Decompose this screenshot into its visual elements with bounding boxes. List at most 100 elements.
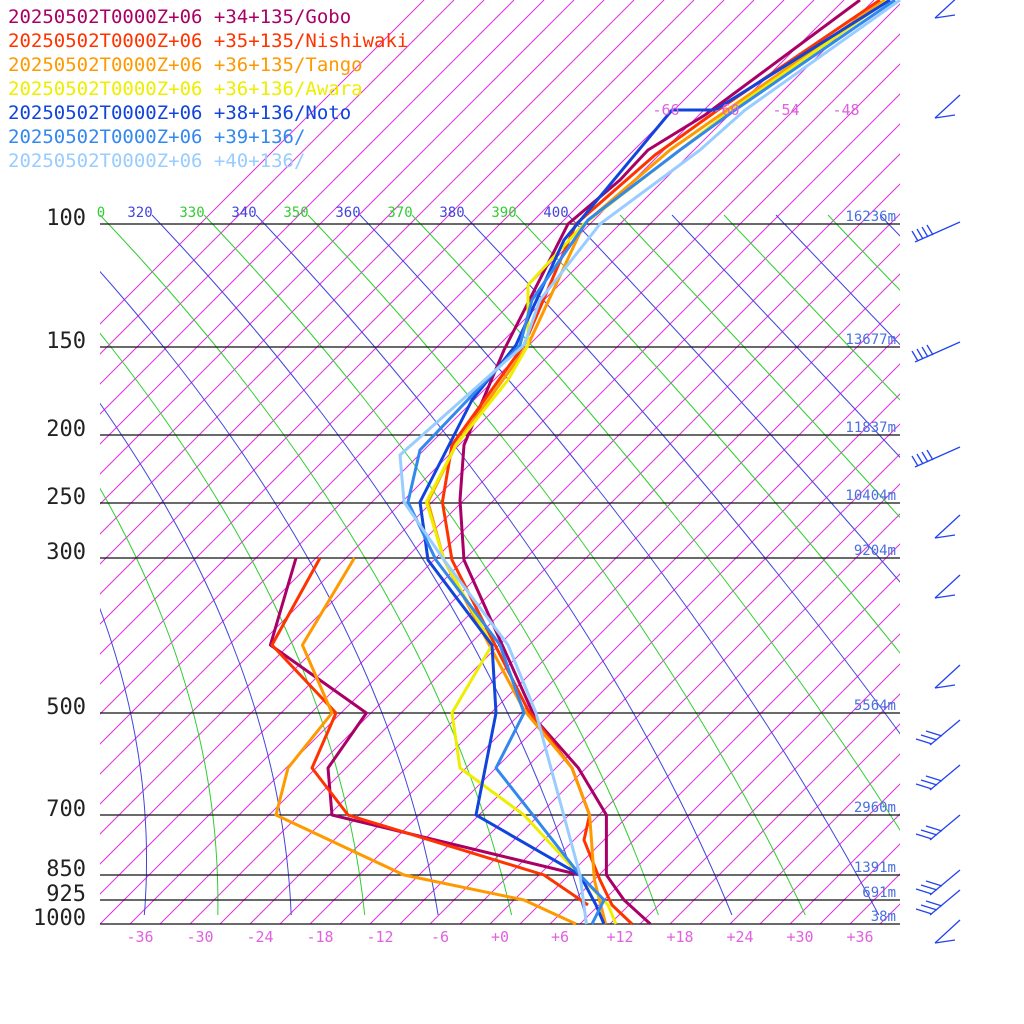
pressure-tick-label: 250: [46, 485, 86, 510]
wind-barb: [911, 341, 961, 363]
temperature-tick-label: +24: [726, 928, 753, 946]
height-label: 691m: [862, 885, 896, 901]
temperature-line: [426, 0, 886, 925]
barb-staff: [934, 94, 961, 119]
isotherm-line: [399, 423, 900, 924]
dry-adiabat-line: [100, 402, 292, 916]
isotherm-line: [369, 393, 900, 924]
height-label: 9204m: [854, 543, 896, 559]
isotherm-line: [100, 0, 755, 655]
dewpoint-line: [268, 557, 581, 877]
barb-flag: [926, 344, 934, 356]
barb-flag: [911, 455, 919, 467]
barb-flag: [911, 230, 919, 242]
barb-staff: [934, 664, 961, 689]
barb-flag: [915, 833, 933, 840]
isotherm-line: [100, 0, 815, 715]
isotherm-line: [129, 153, 900, 924]
dry-adiabat-line: [619, 214, 900, 519]
height-label: 2960m: [854, 800, 896, 816]
isotherm-grid: [100, 0, 1024, 924]
isotherm-line: [1000, 0, 1024, 924]
series-0: [268, 0, 861, 926]
temperature-tick-label: +30: [786, 928, 813, 946]
isotherm-line: [100, 0, 695, 595]
barb-flag: [934, 594, 956, 599]
isotherm-line: [100, 0, 455, 355]
barb-staff: [914, 446, 961, 468]
series-2: [274, 0, 886, 926]
temperature-tick-label: -18: [306, 928, 333, 946]
barb-staff: [934, 919, 961, 944]
dewpoint-line: [270, 557, 589, 907]
isotherm-line: [100, 0, 665, 565]
isotherm-line: [189, 213, 900, 924]
barb-flag: [920, 904, 938, 911]
dry-adiabat-line: [203, 214, 659, 916]
isotherm-line: [879, 903, 900, 924]
theta-label: 360: [335, 205, 360, 221]
pressure-tick-label: 100: [46, 206, 86, 231]
dry-adiabat-line: [100, 487, 219, 916]
legend-entry: 20250502T0000Z+06 +38+136/Noto: [8, 102, 351, 124]
barb-flag: [921, 451, 929, 463]
isotherm-line: [100, 0, 605, 505]
wind-barb: [911, 446, 961, 468]
barb-flag: [920, 734, 938, 741]
barb-staff: [934, 0, 956, 19]
isotherm-top-label: -66: [652, 101, 679, 119]
series-5: [406, 0, 896, 925]
isotherm-line: [100, 93, 900, 895]
isotherm-line: [100, 0, 485, 385]
dry-adiabat-line: [984, 215, 1024, 915]
isotherm-line: [519, 543, 900, 924]
dry-adiabat-line: [411, 214, 900, 832]
height-label: 1391m: [854, 860, 896, 876]
barb-flag: [934, 939, 956, 944]
wind-barb: [934, 664, 961, 689]
height-label: 11837m: [845, 420, 896, 436]
temperature-tick-label: -36: [126, 928, 153, 946]
legend-entry: 20250502T0000Z+06 +36+136/Awara: [8, 78, 363, 100]
isotherm-line: [489, 513, 900, 924]
theta-label: 350: [283, 205, 308, 221]
pressure-tick-label: 150: [46, 329, 86, 354]
legend-entry: 20250502T0000Z+06 +34+135/Gobo: [8, 6, 351, 28]
barb-flag: [915, 888, 933, 895]
barb-staff: [914, 221, 961, 243]
isotherm-line: [100, 123, 900, 924]
theta-label: 400: [543, 205, 568, 221]
temperature-tick-label: -30: [186, 928, 213, 946]
temperature-tick-label: +0: [491, 928, 509, 946]
barb-flag: [921, 346, 929, 358]
isotherm-top-label: -60: [712, 101, 739, 119]
barb-flag: [920, 884, 938, 891]
dry-adiabat-line: [100, 214, 513, 916]
height-label: 13677m: [845, 332, 896, 348]
isotherm-line: [849, 873, 900, 924]
isotherm-line: [639, 663, 900, 924]
isotherm-line: [609, 633, 900, 924]
legend-entry: 20250502T0000Z+06 +36+135/Tango: [8, 54, 363, 76]
height-label: 16236m: [845, 209, 896, 225]
pressure-tick-label: 500: [46, 695, 86, 720]
dry-adiabat-line: [307, 214, 806, 916]
barb-staff: [914, 341, 961, 363]
temperature-line: [418, 0, 891, 925]
dry-adiabat-grid: [100, 214, 1024, 916]
legend-entry: 20250502T0000Z+06 +35+135/Nishiwaki: [8, 30, 408, 52]
isotherm-line: [100, 33, 900, 835]
dry-adiabat-line: [932, 215, 1024, 915]
isotherm-line: [459, 483, 900, 924]
wind-barb: [915, 869, 961, 896]
temperature-line: [406, 0, 896, 925]
barb-flag: [925, 900, 943, 907]
pressure-tick-label: 200: [46, 417, 86, 442]
height-label: 5564m: [854, 698, 896, 714]
dry-adiabat-line: [100, 607, 147, 916]
barb-flag: [916, 453, 924, 465]
barb-flag: [915, 738, 933, 745]
temperature-tick-label: -12: [366, 928, 393, 946]
barb-flag: [934, 534, 956, 539]
wind-barb: [915, 764, 961, 791]
